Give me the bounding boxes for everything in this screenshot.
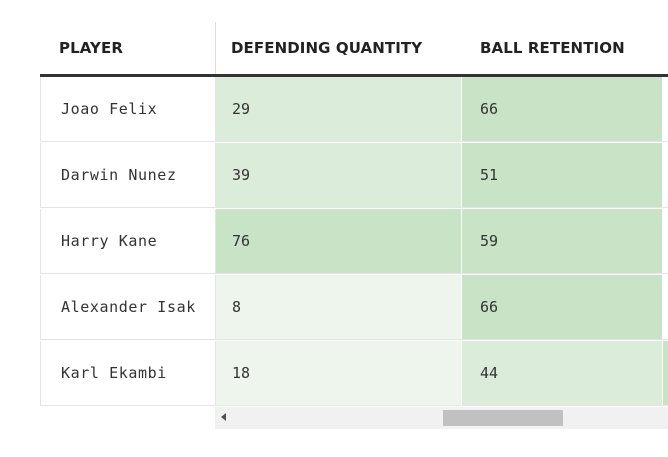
next-column-cell — [663, 209, 668, 274]
player-cell: Karl Ekambi — [40, 341, 216, 406]
defending-quantity-cell: 39 — [216, 143, 462, 208]
header-divider — [215, 22, 216, 74]
next-column-cell — [663, 77, 668, 142]
next-column-cell — [663, 341, 668, 406]
defending-quantity-cell: 18 — [216, 341, 462, 406]
table-row: Alexander Isak 8 66 — [40, 275, 668, 341]
next-column-cell — [663, 275, 668, 340]
ball-retention-cell: 66 — [462, 77, 663, 142]
table-row: Joao Felix 29 66 — [40, 77, 668, 143]
ball-retention-cell: 66 — [462, 275, 663, 340]
scrollbar-thumb[interactable] — [443, 410, 563, 426]
ball-retention-cell: 51 — [462, 143, 663, 208]
player-cell: Darwin Nunez — [40, 143, 216, 208]
table-body: Joao Felix 29 66 Darwin Nunez 39 51 Harr… — [40, 77, 668, 407]
column-header-ball-retention[interactable]: BALL RETENTION — [480, 39, 625, 57]
left-arrow-icon[interactable] — [221, 413, 226, 421]
ball-retention-cell: 59 — [462, 209, 663, 274]
table-header: PLAYER DEFENDING QUANTITY BALL RETENTION — [40, 22, 668, 77]
table-row: Harry Kane 76 59 — [40, 209, 668, 275]
next-column-cell — [663, 143, 668, 208]
ball-retention-cell: 44 — [462, 341, 663, 406]
defending-quantity-cell: 76 — [216, 209, 462, 274]
defending-quantity-cell: 29 — [216, 77, 462, 142]
table-row: Karl Ekambi 18 44 — [40, 341, 668, 407]
column-header-player[interactable]: PLAYER — [59, 39, 123, 57]
player-cell: Alexander Isak — [40, 275, 216, 340]
column-header-defending-quantity[interactable]: DEFENDING QUANTITY — [231, 39, 423, 57]
defending-quantity-cell: 8 — [216, 275, 462, 340]
stats-table: PLAYER DEFENDING QUANTITY BALL RETENTION… — [40, 22, 668, 429]
player-cell: Harry Kane — [40, 209, 216, 274]
horizontal-scrollbar[interactable] — [215, 407, 668, 429]
player-cell: Joao Felix — [40, 77, 216, 142]
table-row: Darwin Nunez 39 51 — [40, 143, 668, 209]
